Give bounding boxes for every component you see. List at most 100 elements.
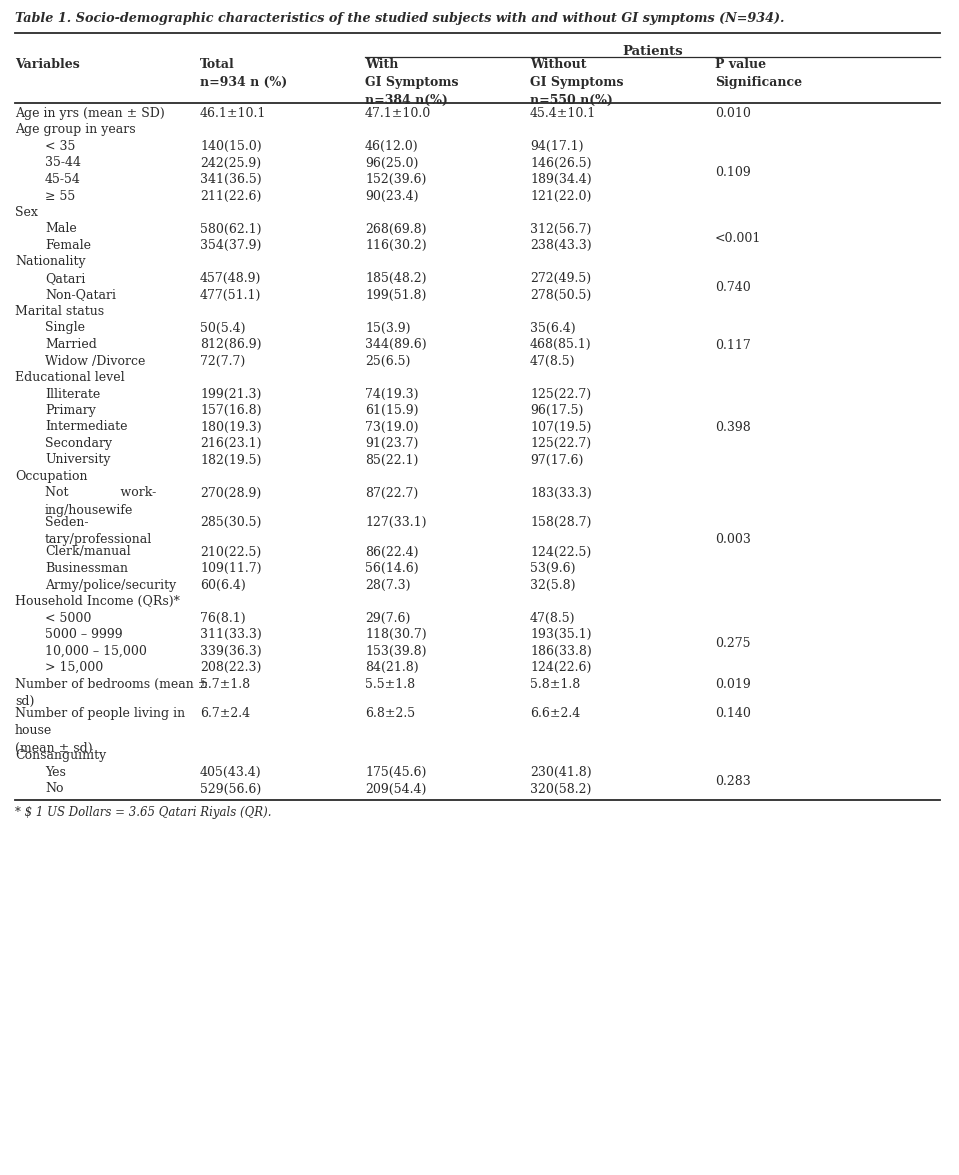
Text: 86(22.4): 86(22.4) — [365, 545, 418, 558]
Text: 84(21.8): 84(21.8) — [365, 662, 419, 674]
Text: 311(33.3): 311(33.3) — [200, 627, 262, 642]
Text: 186(33.8): 186(33.8) — [530, 645, 592, 658]
Text: 6.6±2.4: 6.6±2.4 — [530, 707, 580, 720]
Text: Yes: Yes — [45, 766, 66, 779]
Text: 270(28.9): 270(28.9) — [200, 486, 261, 499]
Text: 76(8.1): 76(8.1) — [200, 611, 246, 624]
Text: 157(16.8): 157(16.8) — [200, 404, 262, 417]
Text: 0.109: 0.109 — [715, 166, 751, 179]
Text: 127(33.1): 127(33.1) — [365, 516, 427, 529]
Text: 341(36.5): 341(36.5) — [200, 173, 262, 186]
Text: 210(22.5): 210(22.5) — [200, 545, 261, 558]
Text: 5.5±1.8: 5.5±1.8 — [365, 678, 415, 691]
Text: 146(26.5): 146(26.5) — [530, 156, 592, 169]
Text: Male: Male — [45, 222, 77, 235]
Text: 107(19.5): 107(19.5) — [530, 421, 592, 434]
Text: Sex: Sex — [15, 206, 37, 219]
Text: 60(6.4): 60(6.4) — [200, 578, 246, 591]
Text: Secondary: Secondary — [45, 437, 112, 450]
Text: * $ 1 US Dollars = 3.65 Qatari Riyals (QR).: * $ 1 US Dollars = 3.65 Qatari Riyals (Q… — [15, 806, 271, 819]
Text: 199(51.8): 199(51.8) — [365, 289, 427, 302]
Text: 46(12.0): 46(12.0) — [365, 140, 419, 153]
Text: 211(22.6): 211(22.6) — [200, 189, 262, 202]
Text: 28(7.3): 28(7.3) — [365, 578, 410, 591]
Text: 0.398: 0.398 — [715, 422, 751, 435]
Text: 175(45.6): 175(45.6) — [365, 766, 427, 779]
Text: Without
GI Symptoms
n=550 n(%): Without GI Symptoms n=550 n(%) — [530, 58, 623, 107]
Text: 45-54: 45-54 — [45, 173, 81, 186]
Text: 50(5.4): 50(5.4) — [200, 322, 246, 335]
Text: Total
n=934 n (%): Total n=934 n (%) — [200, 58, 288, 89]
Text: 457(48.9): 457(48.9) — [200, 271, 262, 286]
Text: 580(62.1): 580(62.1) — [200, 222, 262, 235]
Text: Seden-
tary/professional: Seden- tary/professional — [45, 516, 152, 546]
Text: Army/police/security: Army/police/security — [45, 578, 176, 591]
Text: 45.4±10.1: 45.4±10.1 — [530, 107, 596, 120]
Text: 354(37.9): 354(37.9) — [200, 239, 262, 251]
Text: 47.1±10.0: 47.1±10.0 — [365, 107, 432, 120]
Text: 189(34.4): 189(34.4) — [530, 173, 592, 186]
Text: Age group in years: Age group in years — [15, 123, 135, 136]
Text: 125(22.7): 125(22.7) — [530, 388, 591, 401]
Text: 182(19.5): 182(19.5) — [200, 454, 262, 466]
Text: 285(30.5): 285(30.5) — [200, 516, 262, 529]
Text: Married: Married — [45, 338, 97, 351]
Text: ≥ 55: ≥ 55 — [45, 189, 75, 202]
Text: 56(14.6): 56(14.6) — [365, 562, 419, 575]
Text: 268(69.8): 268(69.8) — [365, 222, 427, 235]
Text: Intermediate: Intermediate — [45, 421, 128, 434]
Text: 121(22.0): 121(22.0) — [530, 189, 592, 202]
Text: Table 1. Socio-demographic characteristics of the studied subjects with and with: Table 1. Socio-demographic characteristi… — [15, 12, 784, 25]
Text: Consanguinity: Consanguinity — [15, 750, 106, 763]
Text: Widow /Divorce: Widow /Divorce — [45, 355, 146, 368]
Text: 0.019: 0.019 — [715, 678, 751, 691]
Text: Occupation: Occupation — [15, 470, 87, 483]
Text: 152(39.6): 152(39.6) — [365, 173, 427, 186]
Text: 272(49.5): 272(49.5) — [530, 271, 591, 286]
Text: Nationality: Nationality — [15, 255, 85, 269]
Text: 6.7±2.4: 6.7±2.4 — [200, 707, 250, 720]
Text: 73(19.0): 73(19.0) — [365, 421, 418, 434]
Text: Non-Qatari: Non-Qatari — [45, 289, 116, 302]
Text: 6.8±2.5: 6.8±2.5 — [365, 707, 415, 720]
Text: 230(41.8): 230(41.8) — [530, 766, 592, 779]
Text: Not             work-
ing/housewife: Not work- ing/housewife — [45, 486, 156, 517]
Text: 193(35.1): 193(35.1) — [530, 627, 592, 642]
Text: 208(22.3): 208(22.3) — [200, 662, 262, 674]
Text: 344(89.6): 344(89.6) — [365, 338, 427, 351]
Text: Single: Single — [45, 322, 85, 335]
Text: 85(22.1): 85(22.1) — [365, 454, 418, 466]
Text: 124(22.6): 124(22.6) — [530, 662, 592, 674]
Text: 97(17.6): 97(17.6) — [530, 454, 583, 466]
Text: 125(22.7): 125(22.7) — [530, 437, 591, 450]
Text: 47(8.5): 47(8.5) — [530, 355, 575, 368]
Text: 529(56.6): 529(56.6) — [200, 783, 261, 795]
Text: 96(25.0): 96(25.0) — [365, 156, 418, 169]
Text: 0.003: 0.003 — [715, 533, 751, 546]
Text: 91(23.7): 91(23.7) — [365, 437, 418, 450]
Text: 238(43.3): 238(43.3) — [530, 239, 592, 251]
Text: 25(6.5): 25(6.5) — [365, 355, 410, 368]
Text: Clerk/manual: Clerk/manual — [45, 545, 130, 558]
Text: 109(11.7): 109(11.7) — [200, 562, 262, 575]
Text: 183(33.3): 183(33.3) — [530, 486, 592, 499]
Text: No: No — [45, 783, 63, 795]
Text: Qatari: Qatari — [45, 271, 85, 286]
Text: <0.001: <0.001 — [715, 231, 761, 244]
Text: 0.740: 0.740 — [715, 281, 751, 294]
Text: Educational level: Educational level — [15, 371, 125, 384]
Text: 812(86.9): 812(86.9) — [200, 338, 262, 351]
Text: Primary: Primary — [45, 404, 96, 417]
Text: With
GI Symptoms
n=384 n(%): With GI Symptoms n=384 n(%) — [365, 58, 458, 107]
Text: Female: Female — [45, 239, 91, 251]
Text: 35-44: 35-44 — [45, 156, 81, 169]
Text: 0.140: 0.140 — [715, 707, 751, 720]
Text: 10,000 – 15,000: 10,000 – 15,000 — [45, 645, 147, 658]
Text: 96(17.5): 96(17.5) — [530, 404, 583, 417]
Text: 320(58.2): 320(58.2) — [530, 783, 592, 795]
Text: 87(22.7): 87(22.7) — [365, 486, 418, 499]
Text: University: University — [45, 454, 110, 466]
Text: Age in yrs (mean ± SD): Age in yrs (mean ± SD) — [15, 107, 165, 120]
Text: 32(5.8): 32(5.8) — [530, 578, 575, 591]
Text: 53(9.6): 53(9.6) — [530, 562, 575, 575]
